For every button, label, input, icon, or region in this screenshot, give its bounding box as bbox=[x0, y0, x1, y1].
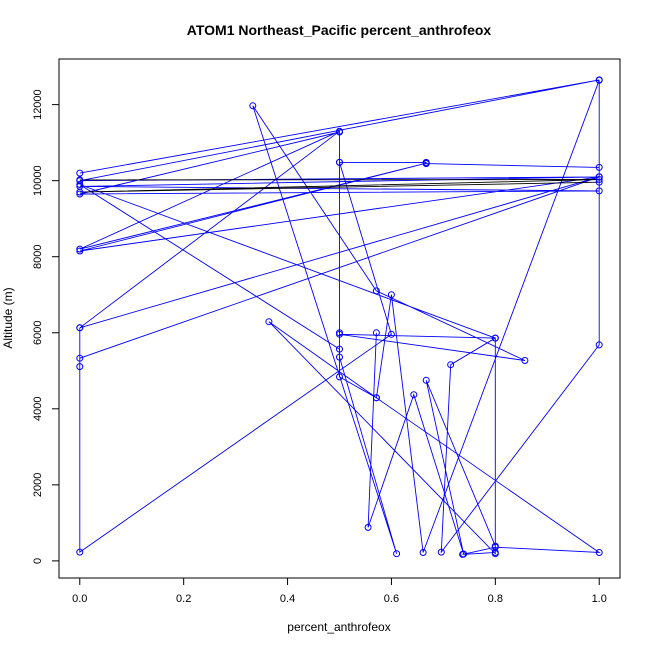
data-point bbox=[595, 163, 603, 171]
data-point bbox=[364, 523, 372, 531]
data-point bbox=[410, 391, 418, 399]
data-point bbox=[76, 354, 84, 362]
data-point bbox=[336, 353, 343, 361]
data-point bbox=[372, 394, 380, 402]
data-point bbox=[595, 76, 603, 84]
data-point bbox=[76, 188, 84, 196]
y-tick-label: 2000 bbox=[32, 473, 44, 497]
data-point bbox=[595, 341, 603, 349]
y-axis: 0 2000 4000 6000 8000 10000 12000 bbox=[32, 89, 60, 564]
x-tick-label: 0.8 bbox=[488, 593, 503, 605]
x-tick-label: 1.0 bbox=[592, 593, 607, 605]
series-line-1 bbox=[79, 79, 601, 555]
data-point bbox=[460, 550, 468, 558]
y-tick-label: 10000 bbox=[32, 165, 44, 196]
data-point bbox=[249, 102, 257, 110]
y-axis-label: Altitude (m) bbox=[1, 287, 15, 348]
data-point bbox=[76, 169, 84, 177]
data-point bbox=[336, 373, 343, 381]
data-point bbox=[76, 324, 84, 332]
data-point bbox=[491, 550, 499, 558]
x-tick-label: 0.4 bbox=[280, 593, 295, 605]
x-tick-label: 0.0 bbox=[72, 593, 87, 605]
data-point bbox=[447, 361, 455, 369]
data-point bbox=[387, 291, 395, 299]
data-point bbox=[76, 247, 84, 255]
data-point bbox=[521, 357, 529, 364]
data-point bbox=[393, 550, 401, 558]
data-point bbox=[76, 181, 84, 188]
y-tick-label: 0 bbox=[32, 558, 44, 564]
data-point bbox=[422, 376, 430, 384]
x-axis: 0.0 0.2 0.4 0.6 0.8 1.0 bbox=[72, 577, 607, 605]
y-tick-label: 6000 bbox=[32, 321, 44, 345]
data-point bbox=[387, 330, 395, 338]
data-point bbox=[491, 334, 499, 342]
data-point bbox=[336, 158, 343, 166]
data-point bbox=[595, 173, 603, 181]
chart-title: ATOM1 Northeast_Pacific percent_anthrofe… bbox=[187, 22, 492, 38]
data-point bbox=[595, 176, 603, 183]
x-tick-label: 0.6 bbox=[384, 593, 399, 605]
data-point bbox=[76, 176, 84, 184]
data-point bbox=[419, 549, 427, 556]
y-tick-label: 12000 bbox=[32, 89, 44, 120]
data-point bbox=[595, 178, 603, 186]
data-point bbox=[76, 245, 84, 253]
y-tick-label: 8000 bbox=[32, 244, 44, 268]
data-point bbox=[437, 548, 445, 556]
data-point bbox=[76, 363, 84, 371]
x-tick-label: 0.2 bbox=[176, 593, 191, 605]
plot-area bbox=[76, 76, 603, 558]
data-point bbox=[76, 190, 84, 198]
data-point bbox=[265, 318, 273, 326]
data-point bbox=[491, 542, 499, 550]
data-point bbox=[422, 159, 430, 167]
data-point bbox=[595, 549, 603, 556]
data-point bbox=[336, 127, 343, 135]
data-point bbox=[336, 345, 343, 353]
data-point bbox=[336, 330, 343, 338]
data-point bbox=[595, 187, 603, 195]
data-point bbox=[372, 287, 380, 295]
data-point bbox=[76, 548, 84, 556]
y-tick-label: 4000 bbox=[32, 397, 44, 421]
data-point bbox=[372, 329, 380, 337]
series-line-2 bbox=[79, 179, 600, 193]
x-axis-label: percent_anthrofeox bbox=[287, 620, 390, 634]
